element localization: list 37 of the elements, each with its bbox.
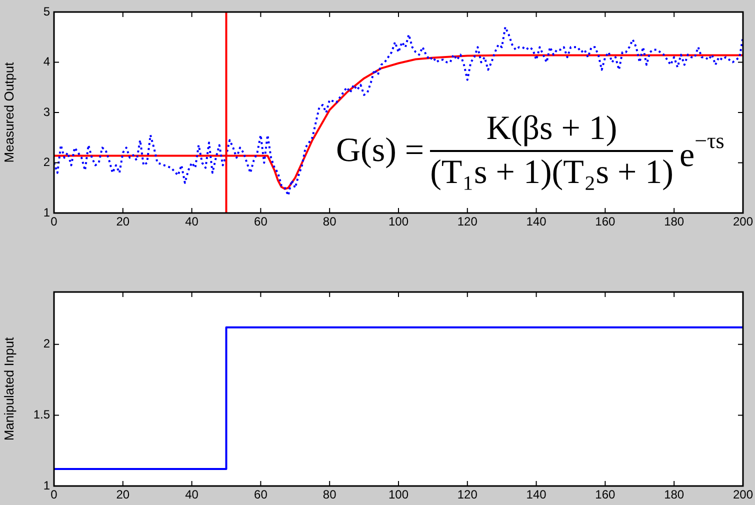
y-tick-label: 2 [43, 336, 50, 351]
annotation: K(βs + 1) [486, 110, 618, 148]
x-tick-label: 140 [526, 214, 547, 229]
y-tick-label: 3 [43, 104, 50, 119]
y-tick-label: 1.5 [33, 408, 50, 422]
x-tick-label: 180 [664, 488, 684, 502]
y-tick-label: 5 [43, 4, 50, 18]
x-tick-label: 120 [457, 488, 478, 502]
x-tick-label: 80 [322, 488, 337, 502]
x-tick-label: 100 [388, 214, 409, 229]
x-tick-label: 160 [595, 214, 616, 229]
annotation: (T₁s + 1)(T₂s + 1) [430, 154, 674, 192]
annotation: G(s) = [336, 132, 424, 170]
x-tick-label: 60 [254, 214, 268, 229]
x-tick-label: 0 [50, 488, 58, 502]
x-tick-label: 200 [732, 214, 754, 229]
y-tick-label: 2 [43, 155, 50, 170]
y-tick-label: 1 [43, 205, 50, 220]
x-tick-label: 20 [116, 214, 130, 229]
line-series [54, 26, 743, 196]
x-tick-label: 160 [595, 488, 616, 502]
x-tick-label: 40 [185, 214, 199, 229]
x-tick-label: 80 [322, 214, 337, 229]
y-tick-label: 1 [43, 478, 50, 492]
y-axis-title: Measured Output [1, 62, 16, 163]
y-tick-label: 4 [43, 54, 50, 69]
x-tick-label: 0 [50, 214, 58, 229]
x-tick-label: 20 [116, 488, 130, 502]
x-tick-label: 140 [526, 488, 547, 502]
x-tick-label: 40 [185, 488, 199, 502]
x-tick-label: 100 [388, 488, 409, 502]
y-axis-title: Manipulated Input [1, 336, 16, 441]
x-tick-label: 120 [457, 214, 478, 229]
x-tick-label: 180 [664, 214, 684, 229]
x-tick-label: 200 [732, 488, 754, 502]
x-tick-label: 60 [254, 488, 268, 502]
annotation: e$^{−τs}$ [679, 128, 724, 174]
